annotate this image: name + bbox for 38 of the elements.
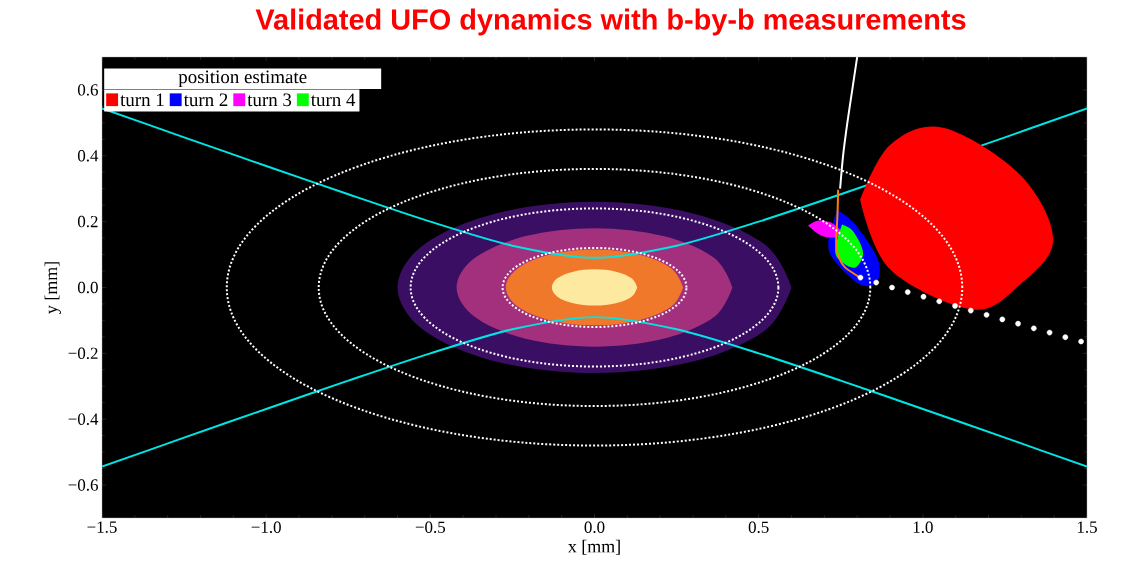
point: [1078, 338, 1084, 345]
point: [904, 289, 911, 295]
legend-title: position estimate: [178, 70, 307, 88]
x-tick-label: 1.5: [1077, 521, 1097, 533]
point: [857, 274, 864, 281]
point: [873, 279, 880, 286]
y-tick-label: −0.6: [68, 479, 98, 491]
chart-title: Validated UFO dynamics with b-by-b measurements: [255, 8, 966, 36]
line-series: [102, 316, 1088, 468]
legend-label: turn 2: [183, 93, 228, 107]
point: [999, 316, 1006, 323]
point: [1031, 325, 1037, 332]
x-tick-label: 0.0: [584, 521, 605, 533]
y-axis-title: y [mm]: [44, 262, 61, 314]
point: [983, 312, 990, 318]
point: [936, 298, 943, 305]
point: [889, 284, 895, 291]
y-tick-label: −0.2: [68, 347, 98, 360]
x-tick-label: 1.0: [913, 521, 933, 533]
y-tick-label: 0.6: [77, 84, 98, 96]
point: [952, 303, 958, 309]
y-tick-label: 0.2: [77, 215, 98, 228]
y-tick-label: 0.0: [77, 281, 98, 294]
x-tick-label: −1.0: [251, 521, 281, 533]
x-tick-label: −0.5: [415, 521, 446, 533]
point: [1046, 329, 1053, 336]
legend-label: turn 1: [120, 93, 164, 107]
y-tick-label: −0.4: [68, 413, 99, 425]
point: [967, 307, 974, 314]
point: [920, 293, 927, 300]
y-tick-label: 0.4: [77, 150, 99, 162]
x-axis-title: x [mm]: [568, 539, 620, 555]
point: [1062, 334, 1069, 340]
legend-label: turn 3: [247, 93, 292, 107]
x-tick-label: −1.5: [87, 521, 117, 533]
x-tick-label: 0.5: [748, 521, 769, 533]
legend-label: turn 4: [310, 93, 356, 107]
point: [1015, 320, 1021, 327]
